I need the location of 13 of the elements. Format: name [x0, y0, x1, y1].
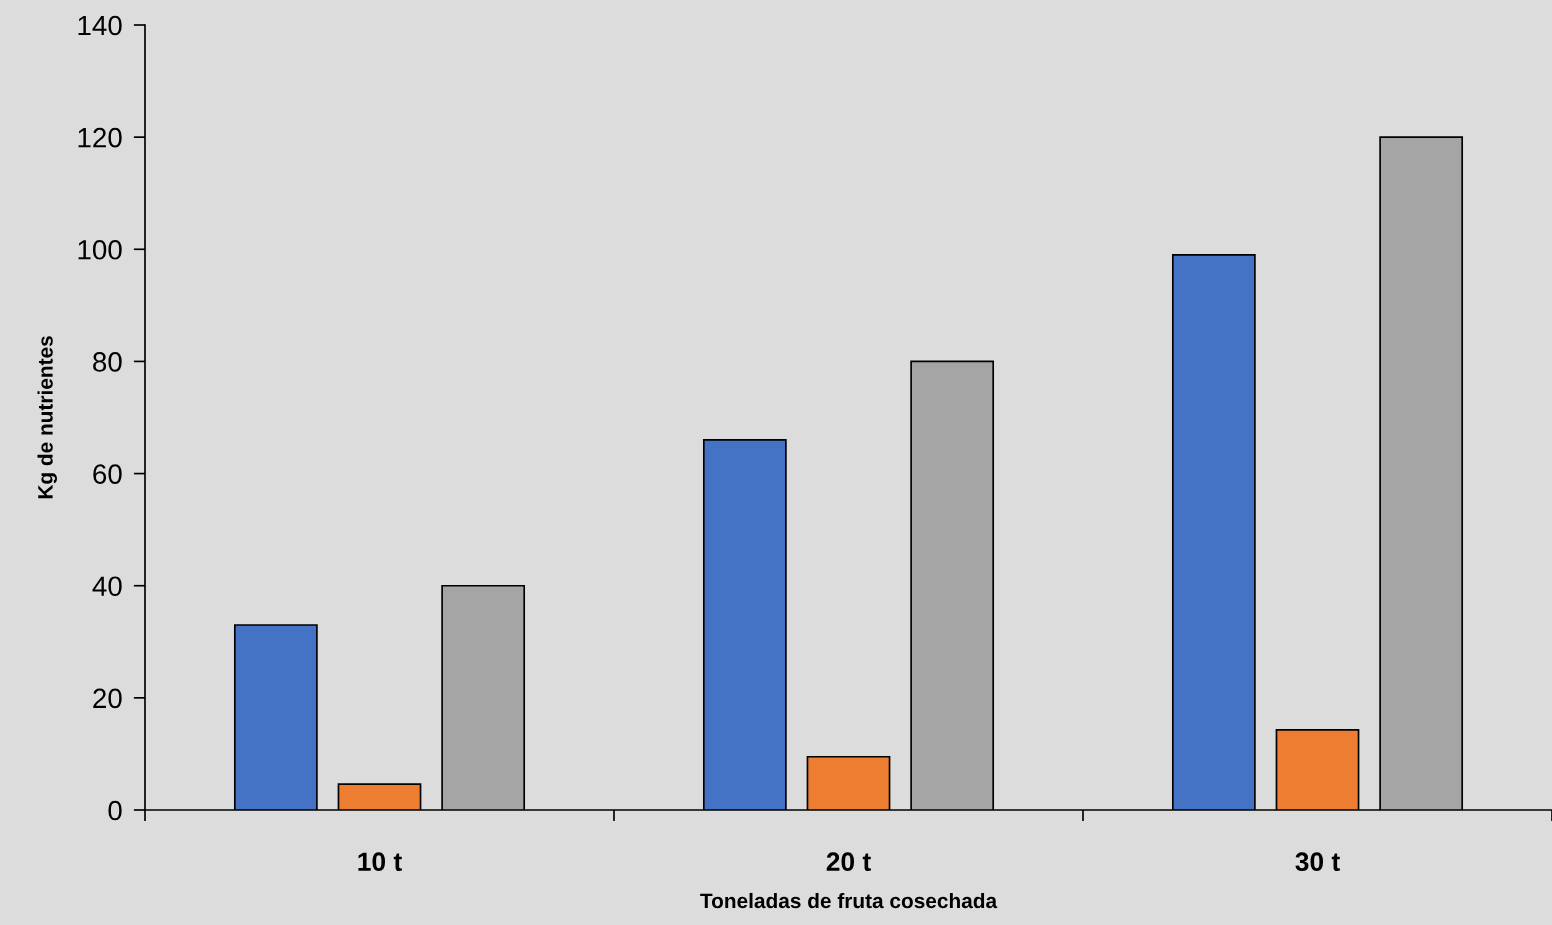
y-tick-label: 20	[93, 688, 122, 709]
y-tick-label: 140	[78, 15, 122, 36]
y-tick-label: 100	[78, 239, 122, 260]
y-tick-label: 40	[92, 576, 122, 597]
x-axis-title: Toneladas de fruta cosechada	[700, 892, 998, 909]
y-axis-title: Kg de nutrientes	[37, 336, 57, 499]
y-tick-label: 60	[93, 464, 122, 484]
x-tick-label: 20 t	[826, 852, 871, 872]
y-tick-label: 80	[93, 352, 122, 372]
x-tick-label: 10 t	[358, 852, 402, 872]
y-tick-label: 120	[78, 127, 122, 148]
x-tick-label: 30 t	[1295, 852, 1340, 872]
y-tick-label: 0	[108, 800, 122, 821]
